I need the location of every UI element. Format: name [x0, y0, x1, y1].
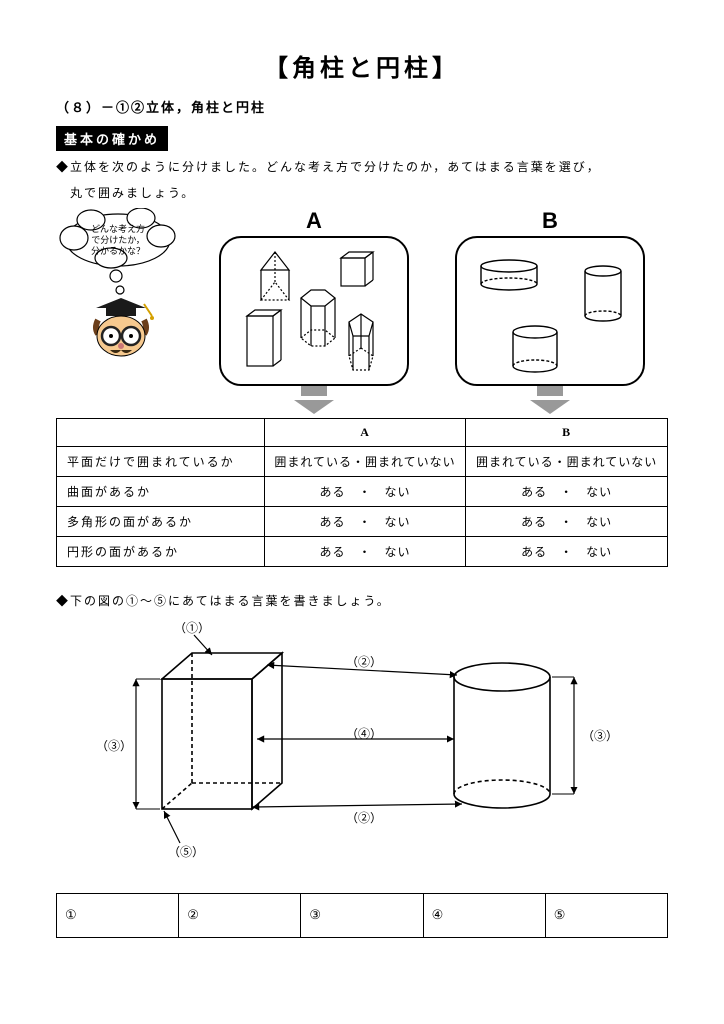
label-a: A: [306, 208, 322, 234]
bubble-line3: 分かるかな？: [91, 246, 145, 256]
page-title: 【角柱と円柱】: [56, 48, 668, 83]
professor-illustration: どんな考え方 で分けたか， 分かるかな？: [56, 208, 196, 388]
label-3-left: （③）: [96, 737, 132, 754]
table-row: A B: [57, 419, 668, 447]
bubble-line1: どんな考え方: [91, 223, 145, 234]
col-b-header: B: [466, 419, 668, 447]
diagram-row: どんな考え方 で分けたか， 分かるかな？: [56, 208, 668, 414]
instruction-1-line1: ◆立体を次のように分けました。どんな考え方で分けたのか，あてはまる言葉を選び，: [56, 157, 668, 179]
labeled-diagram: （①） （②） （④） （②） （③） （③） （⑤）: [82, 619, 642, 869]
group-b-box: [455, 236, 645, 386]
answer-cell[interactable]: ②: [179, 893, 301, 937]
instruction-2: ◆下の図の①～⑤にあてはまる言葉を書きましょう。: [56, 591, 668, 613]
answer-cell[interactable]: ③: [301, 893, 423, 937]
bubble-line2: で分けたか，: [91, 235, 144, 245]
group-a-box: [219, 236, 409, 386]
arrow-a: [294, 400, 334, 414]
table-row: 多角形の面があるかある ・ ないある ・ ない: [57, 507, 668, 537]
label-2-top: （②）: [346, 653, 382, 670]
subtitle: （８）－①②立体，角柱と円柱: [56, 97, 668, 116]
answer-cell[interactable]: ①: [57, 893, 179, 937]
label-3-right: （③）: [582, 727, 618, 744]
label-b: B: [542, 208, 558, 234]
label-1: （①）: [174, 619, 210, 636]
answer-cell[interactable]: ⑤: [545, 893, 667, 937]
label-5: （⑤）: [168, 843, 204, 860]
answer-table: ① ② ③ ④ ⑤: [56, 893, 668, 938]
table-row: 円形の面があるかある ・ ないある ・ ない: [57, 537, 668, 567]
answer-cell[interactable]: ④: [423, 893, 545, 937]
arrow-b: [530, 400, 570, 414]
table-row: 平面だけで囲まれているか囲まれている・囲まれていない囲まれている・囲まれていない: [57, 447, 668, 477]
classification-table: A B 平面だけで囲まれているか囲まれている・囲まれていない囲まれている・囲まれ…: [56, 418, 668, 567]
table-row: 曲面があるかある ・ ないある ・ ない: [57, 477, 668, 507]
section-header: 基本の確かめ: [56, 126, 168, 151]
instruction-1-line2: 丸で囲みましょう。: [56, 183, 668, 205]
col-a-header: A: [264, 419, 466, 447]
label-2-bottom: （②）: [346, 809, 382, 826]
label-4: （④）: [346, 725, 382, 742]
